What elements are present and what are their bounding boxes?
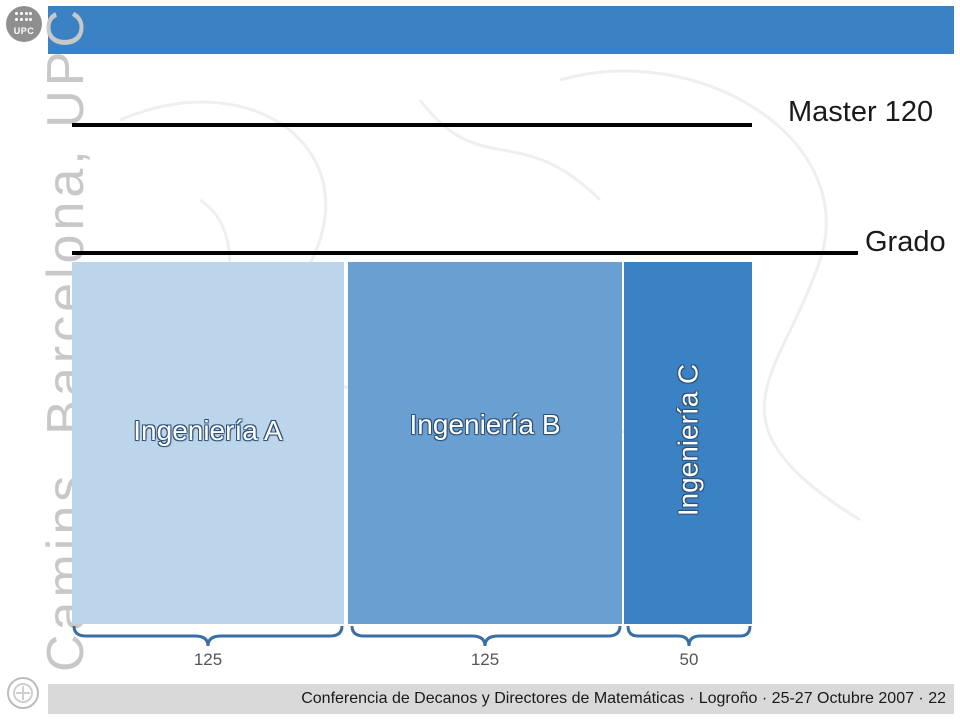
block-ingenieria-c-label: Ingeniería C — [672, 363, 704, 517]
footer-text: Conferencia de Decanos y Directores de M… — [301, 690, 946, 707]
footer-bar: Conferencia de Decanos y Directores de M… — [48, 684, 954, 714]
block-ingenieria-a: Ingeniería A — [72, 262, 344, 624]
upc-logo-icon: UPC — [6, 6, 42, 42]
block-ingenieria-b-label: Ingeniería B — [409, 409, 561, 440]
seal-icon — [7, 677, 39, 709]
credit-label-a: 125 — [193, 650, 223, 669]
master-level-label: Master 120 — [788, 96, 934, 128]
block-ingenieria-b: Ingeniería B — [348, 262, 622, 624]
grado-level-line — [72, 251, 858, 255]
block-ingenieria-c: Ingeniería C — [624, 262, 752, 624]
master-level-line — [72, 123, 752, 127]
credit-label-c: 50 — [679, 650, 699, 669]
block-ingenieria-a-label: Ingeniería A — [133, 415, 283, 446]
header-bar — [48, 6, 954, 54]
logo-text: UPC — [13, 26, 35, 36]
credit-label-b: 125 — [470, 650, 500, 669]
grado-level-label: Grado — [865, 226, 946, 258]
